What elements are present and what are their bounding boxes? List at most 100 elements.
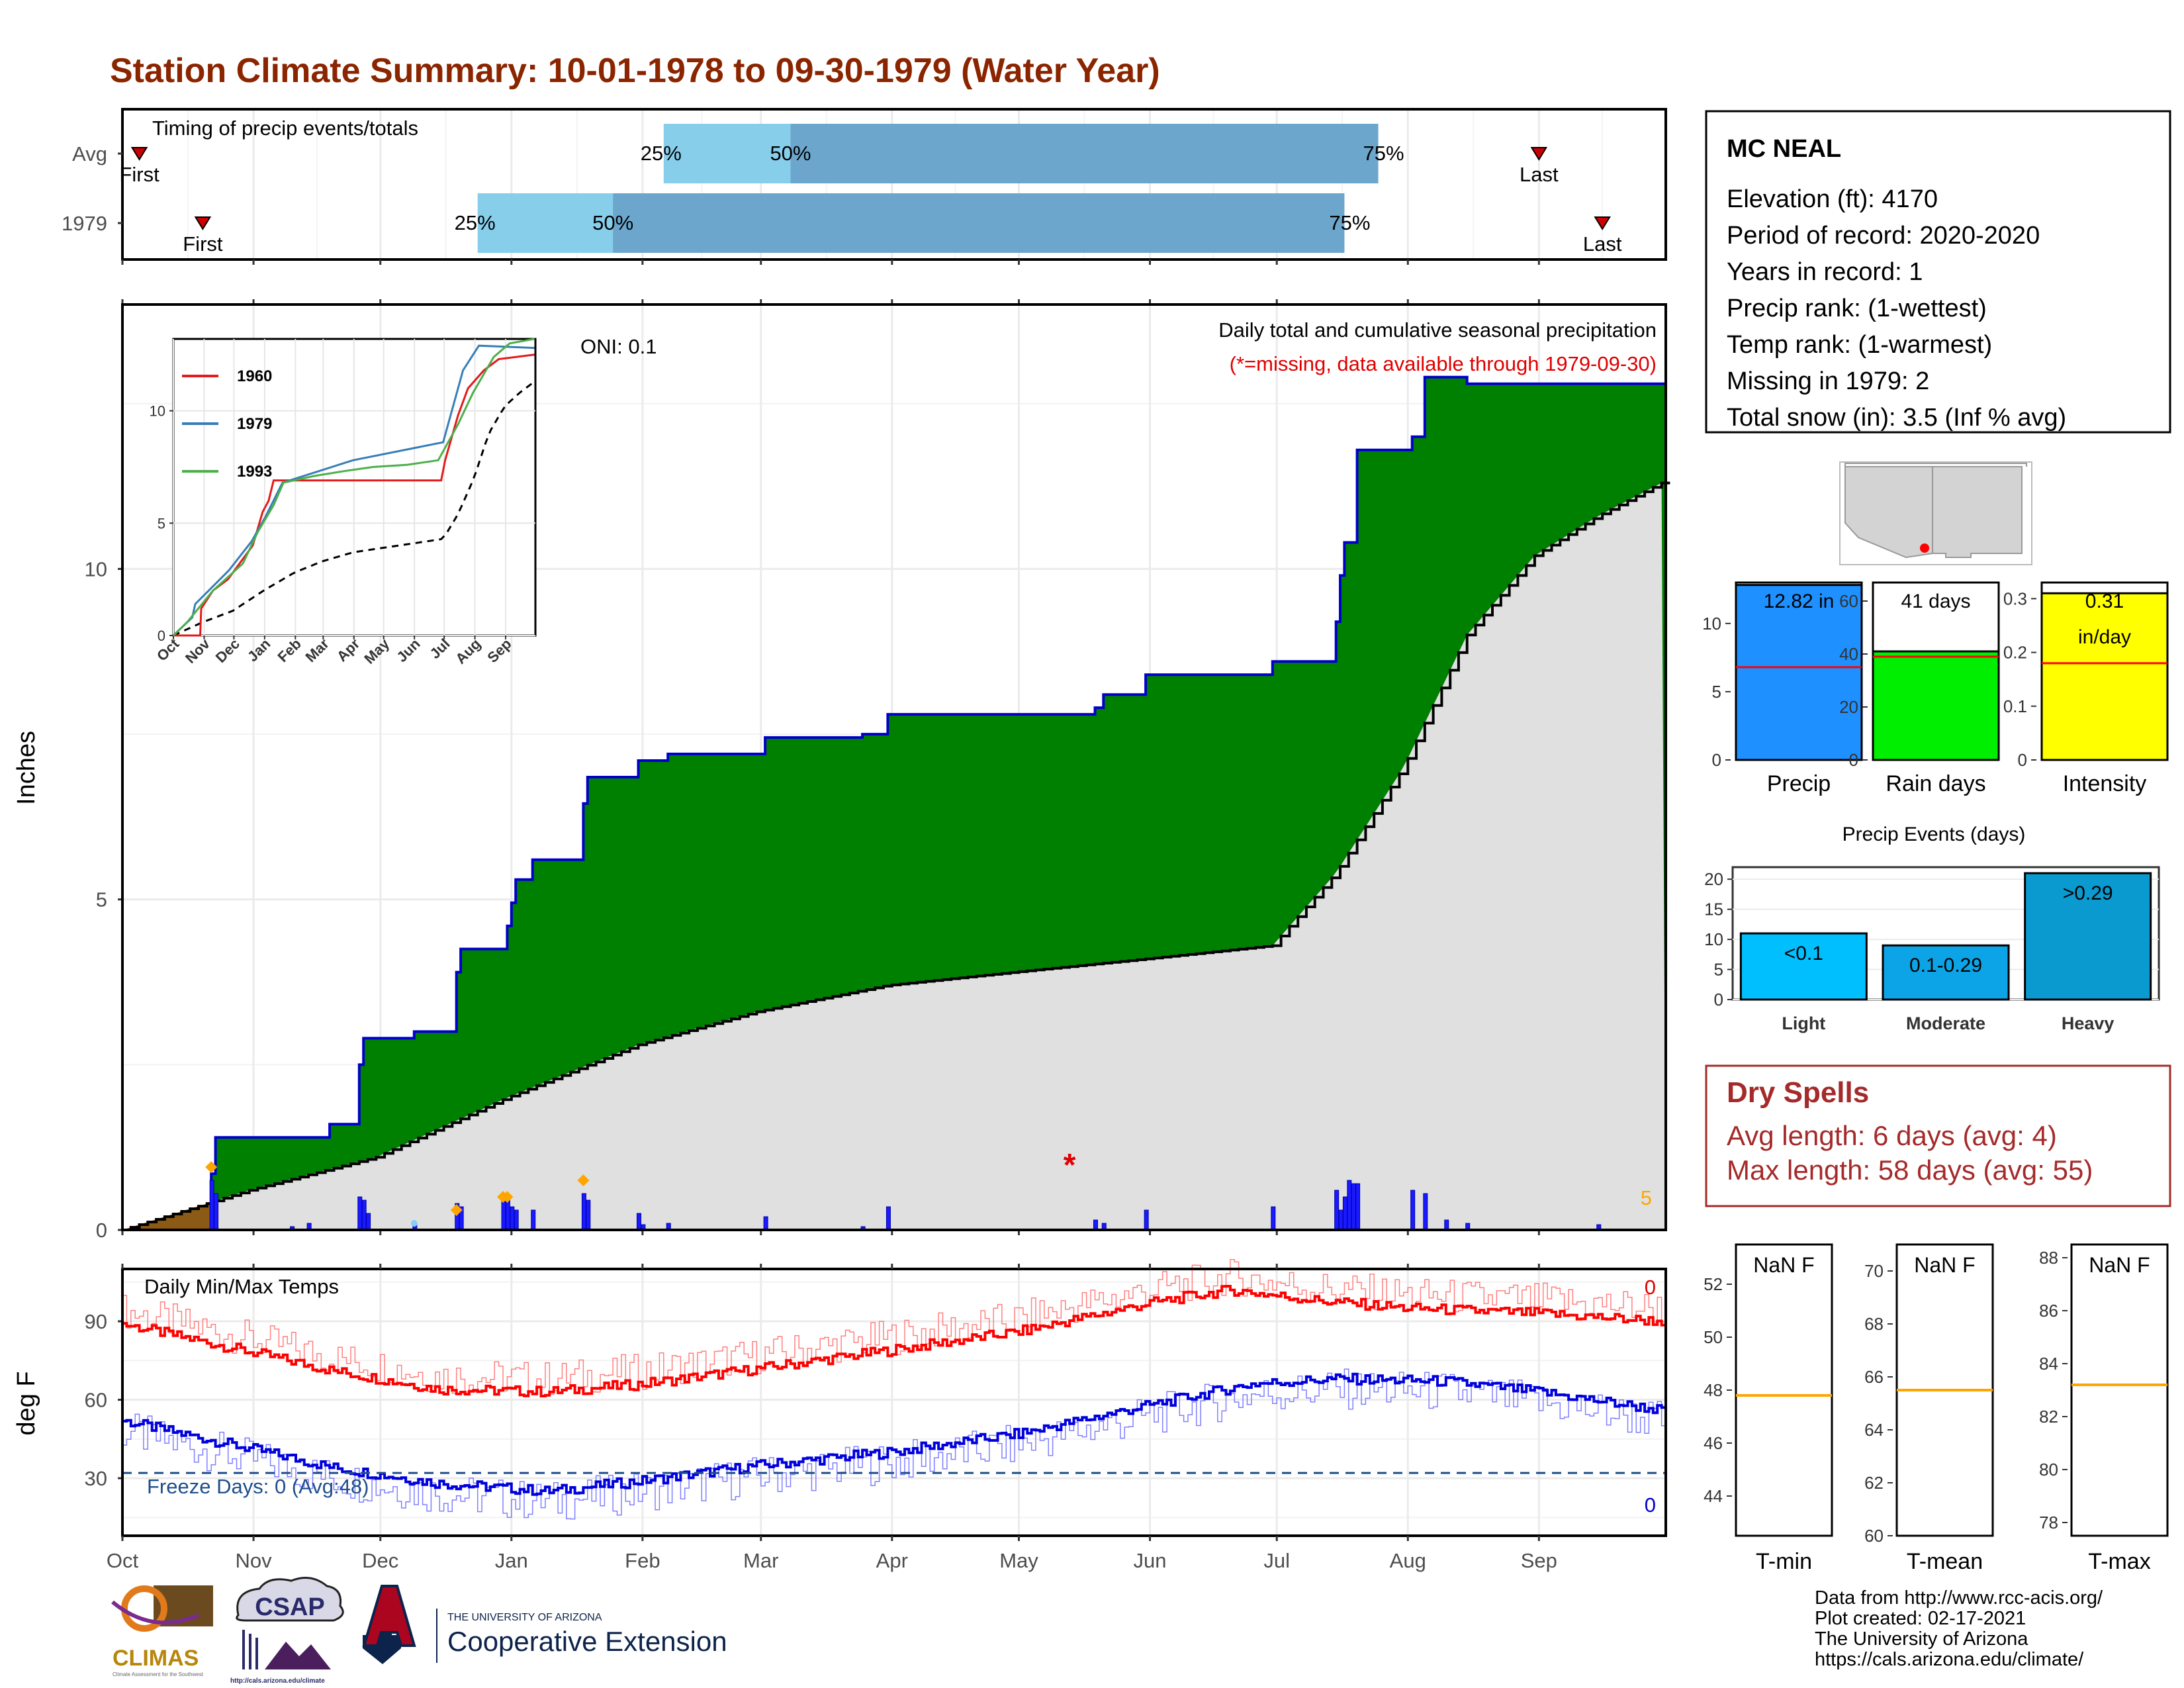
temp-box-ytick-label: 82 [2039,1407,2058,1427]
temp-box-value-label: NaN F [1914,1253,1975,1277]
temp-bottom-right: 0 [1645,1493,1656,1517]
mini-bar-value-label2: in/day [2078,626,2131,648]
station-name: MC NEAL [1727,135,1841,163]
timing-bar-50-75 [790,124,1379,183]
timing-rows: Avg 25% 50% 75% First Last 1979 25% 50% 75% First L… [62,124,1622,265]
temp-panel: 30 60 90 deg F Daily Min/Max Temps Freeze … [13,1258,1667,1572]
ua-logo-big: Cooperative Extension [447,1626,727,1657]
precip-legend-title: Daily total and cumulative seasonal prec… [1218,318,1657,342]
temp-box-ytick-label: 52 [1704,1274,1723,1294]
precip-frame [121,303,1667,1231]
station-info-box: MC NEAL Elevation (ft): 4170 Period of re… [1705,110,2171,434]
mini-bar-ytick-label: 0.2 [2003,643,2027,663]
station-info-line: Elevation (ft): 4170 [1727,185,1938,213]
daily-precip-bar [510,1206,515,1231]
mini-bar-ytick-label: 5 [1712,682,1721,702]
last-event-marker [1530,147,1548,161]
mini-bar-chart-intensity: 0 0.1 0.2 0.3 0.31 in/day Intensity [2003,581,2169,796]
timing-q75-label: 75% [1363,142,1404,165]
mini-bar-ytick-label: 0.3 [2003,588,2027,608]
footer-line: Plot created: 02-17-2021 [1815,1608,2026,1629]
daily-precip-bar [531,1209,536,1231]
temperature-boxes: 44 46 48 50 52 NaN F T-min 60 62 64 66 68 70 NaN F T-m… [1704,1243,2169,1574]
inset-xtick-label: Mar [302,635,332,666]
tmin-observed-trace [122,1368,1666,1520]
daily-precip-bar [581,1193,586,1231]
temp-box-ytick-label: 50 [1704,1327,1723,1347]
month-label: Sep [1521,1549,1557,1572]
tmax-average-line [122,1285,1666,1397]
climas-logo: CLIMAS Climate Assessment for the Southw… [111,1585,213,1677]
precip-events-chart: Precip Events (days) 0 5 10 15 20 <0.1 Light 0.… [1704,823,2160,1033]
mini-bar-ytick-label: 0 [1849,750,1858,770]
mini-bar-charts: 0 5 10 12.82 in Precip 0 20 40 60 41 days Rain day… [1702,581,2169,796]
ua-logo-a-inner [362,1585,416,1647]
timing-q50-label: 50% [770,142,811,165]
first-event-marker [194,216,212,230]
locator-map [1839,461,2032,565]
timing-q25-label: 25% [641,142,682,165]
temp-box-ytick-label: 66 [1864,1367,1884,1387]
mini-bar-chart-precip: 0 5 10 12.82 in Precip [1702,581,1863,796]
temp-box-t-mean: 60 62 64 66 68 70 NaN F T-mean [1864,1243,1994,1574]
events-plot: 0 5 10 15 20 <0.1 Light 0.1-0.29 Moderate >0.29 He… [1704,866,2160,1033]
month-label: Nov [235,1549,272,1572]
daily-precip-bar [1410,1190,1416,1231]
daily-precip-bar [1355,1183,1361,1231]
timing-title: Timing of precip events/totals [152,117,418,140]
temp-box-ytick-label: 80 [2039,1460,2058,1479]
snow-marker [501,1191,514,1203]
inset-xtick-label: Feb [275,635,304,665]
csap-logo-url: http://cals.arizona.edu/climate [230,1677,325,1685]
daily-precip-bar [357,1196,363,1231]
temp-box-ytick-label: 84 [2039,1354,2058,1374]
temp-box-ytick-label: 46 [1704,1433,1723,1453]
temp-box-ytick-label: 48 [1704,1380,1723,1400]
snow-marker [205,1161,218,1174]
station-info-line: Precip rank: (1-wettest) [1727,295,1987,322]
temp-box-label: T-max [2088,1549,2150,1574]
mini-bar-ytick-label: 0.1 [2003,696,2027,716]
daily-precip-bar [763,1216,768,1231]
month-label: Jun [1134,1549,1167,1572]
mini-bar-label: Intensity [2063,771,2147,796]
temp-box-label: T-mean [1907,1549,1983,1574]
mini-bar-ytick-label: 60 [1839,591,1858,611]
daily-precip-bar [366,1213,371,1231]
events-bar [1882,944,2010,1001]
events-category-label: Moderate [1906,1013,1985,1033]
csap-logo-text: CSAP [255,1593,325,1621]
inset-xtick-label: Jul [427,635,453,662]
average-cumulative-line [122,481,1670,1231]
missing-data-marker: * [1064,1148,1076,1183]
csap-logo: CSAP http://cals.arizona.edu/climate [230,1577,344,1685]
station-info-line: Period of record: 2020-2020 [1727,222,2040,250]
mini-bar-value-label: 12.82 in [1764,590,1835,612]
inset-series-line [172,344,535,637]
inset-ytick-label: 5 [158,515,165,532]
hail-marker [410,1220,418,1227]
temp-box-value-label: NaN F [2089,1253,2150,1277]
inset-xtick-label: Dec [212,635,243,666]
first-event-marker [130,147,148,161]
oni-label: ONI: 0.1 [580,335,657,358]
daily-precip-bar [505,1199,510,1231]
mini-bar-label: Precip [1767,771,1831,796]
month-label: Aug [1390,1549,1426,1572]
events-ytick-label: 0 [1714,990,1723,1009]
daily-precip-bar [1144,1209,1149,1231]
mini-bar-value-label: 0.31 [2085,590,2124,612]
daily-precip-bar [1342,1196,1347,1231]
mini-bar-ytick-label: 20 [1839,697,1858,717]
inset-legend-label: 1979 [237,415,272,433]
daily-precip-bar [361,1199,367,1231]
timing-q75-label: 75% [1329,211,1370,234]
month-label: May [999,1549,1038,1572]
inset-xtick-label: Aug [452,635,484,667]
inset-xtick-label: Jun [393,635,423,665]
temp-box-ytick-label: 88 [2039,1248,2058,1268]
daily-precip-bar [214,1193,219,1231]
dry-spells-box: Dry Spells Avg length: 6 days (avg: 4) M… [1705,1064,2171,1207]
daily-precip-bar [209,1180,214,1231]
inset-legend-label: 1993 [237,463,272,481]
